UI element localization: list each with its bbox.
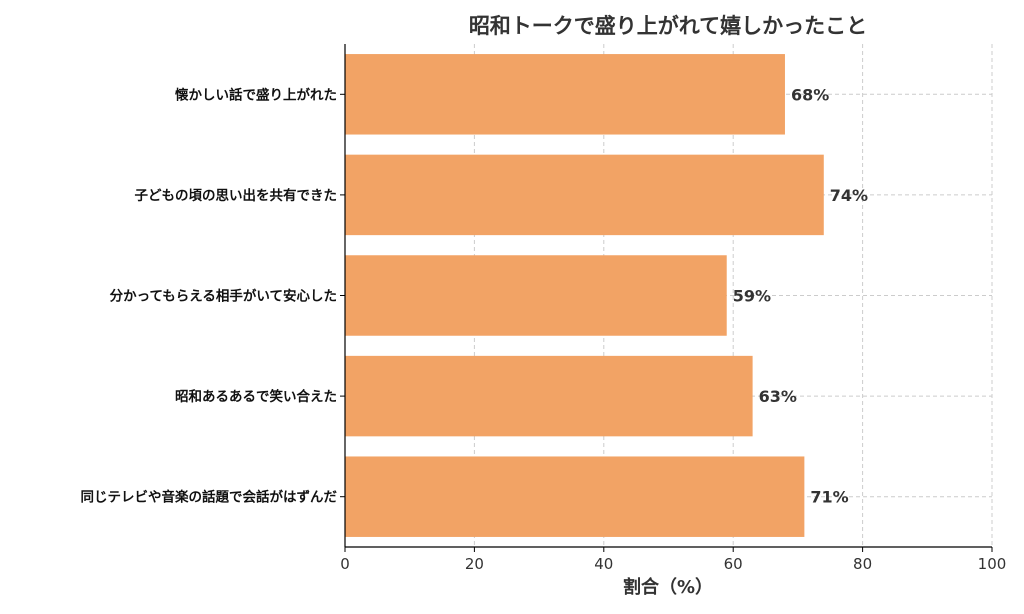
bar [345,456,805,537]
category-label: 懐かしい話で盛り上がれた [175,86,337,103]
data-label: 71% [810,488,848,507]
bars [345,54,824,537]
x-tick-label: 40 [594,555,613,573]
bar [345,154,824,236]
bar [345,355,753,437]
x-tick-label: 80 [853,555,872,573]
data-label: 74% [830,186,868,205]
data-labels: 68% 74% 59% 63% 71% [733,85,868,506]
x-tick-label: 60 [724,555,743,573]
data-label: 59% [733,287,771,306]
data-label: 68% [791,85,829,104]
category-label: 分かってもらえる相手がいて安心した [110,288,337,305]
bar [345,255,727,336]
x-axis-label: 割合（%） [623,576,713,598]
chart-title: 昭和トークで盛り上がれて嬉しかったこと [469,14,867,38]
category-labels: 懐かしい話で盛り上がれた子どもの頃の思い出を共有できた分かってもらえる相手がいて… [81,86,345,506]
category-label: 昭和あるあるで笑い合えた [175,388,337,405]
data-label: 63% [759,387,797,406]
x-tick-labels: 0 20 40 60 80 100 [340,547,1006,573]
bar [345,54,785,135]
x-tick-label: 0 [340,555,350,573]
x-tick-label: 20 [465,555,484,573]
x-tick-label: 100 [978,555,1007,573]
category-label: 同じテレビや音楽の話題で会話がはずんだ [81,489,338,506]
category-label: 子どもの頃の思い出を共有できた [135,187,338,204]
